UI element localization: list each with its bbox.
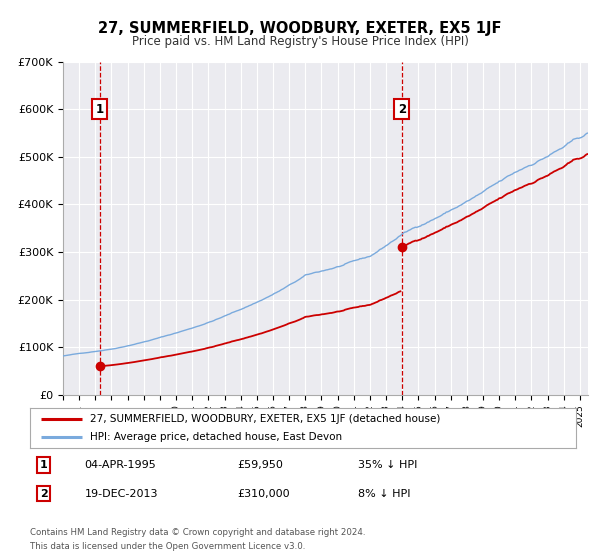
Text: 35% ↓ HPI: 35% ↓ HPI [358, 460, 417, 470]
Text: 1: 1 [95, 102, 104, 116]
Text: £59,950: £59,950 [238, 460, 283, 470]
Text: £310,000: £310,000 [238, 489, 290, 498]
Text: HPI: Average price, detached house, East Devon: HPI: Average price, detached house, East… [90, 432, 342, 442]
Text: This data is licensed under the Open Government Licence v3.0.: This data is licensed under the Open Gov… [30, 542, 305, 550]
Text: Contains HM Land Registry data © Crown copyright and database right 2024.: Contains HM Land Registry data © Crown c… [30, 528, 365, 537]
Text: 1: 1 [40, 460, 47, 470]
Text: Price paid vs. HM Land Registry's House Price Index (HPI): Price paid vs. HM Land Registry's House … [131, 35, 469, 48]
Text: 19-DEC-2013: 19-DEC-2013 [85, 489, 158, 498]
Text: 8% ↓ HPI: 8% ↓ HPI [358, 489, 410, 498]
Text: 27, SUMMERFIELD, WOODBURY, EXETER, EX5 1JF (detached house): 27, SUMMERFIELD, WOODBURY, EXETER, EX5 1… [90, 414, 440, 423]
Text: 2: 2 [398, 102, 406, 116]
Text: 27, SUMMERFIELD, WOODBURY, EXETER, EX5 1JF: 27, SUMMERFIELD, WOODBURY, EXETER, EX5 1… [98, 21, 502, 36]
Text: 04-APR-1995: 04-APR-1995 [85, 460, 157, 470]
Text: 2: 2 [40, 489, 47, 498]
